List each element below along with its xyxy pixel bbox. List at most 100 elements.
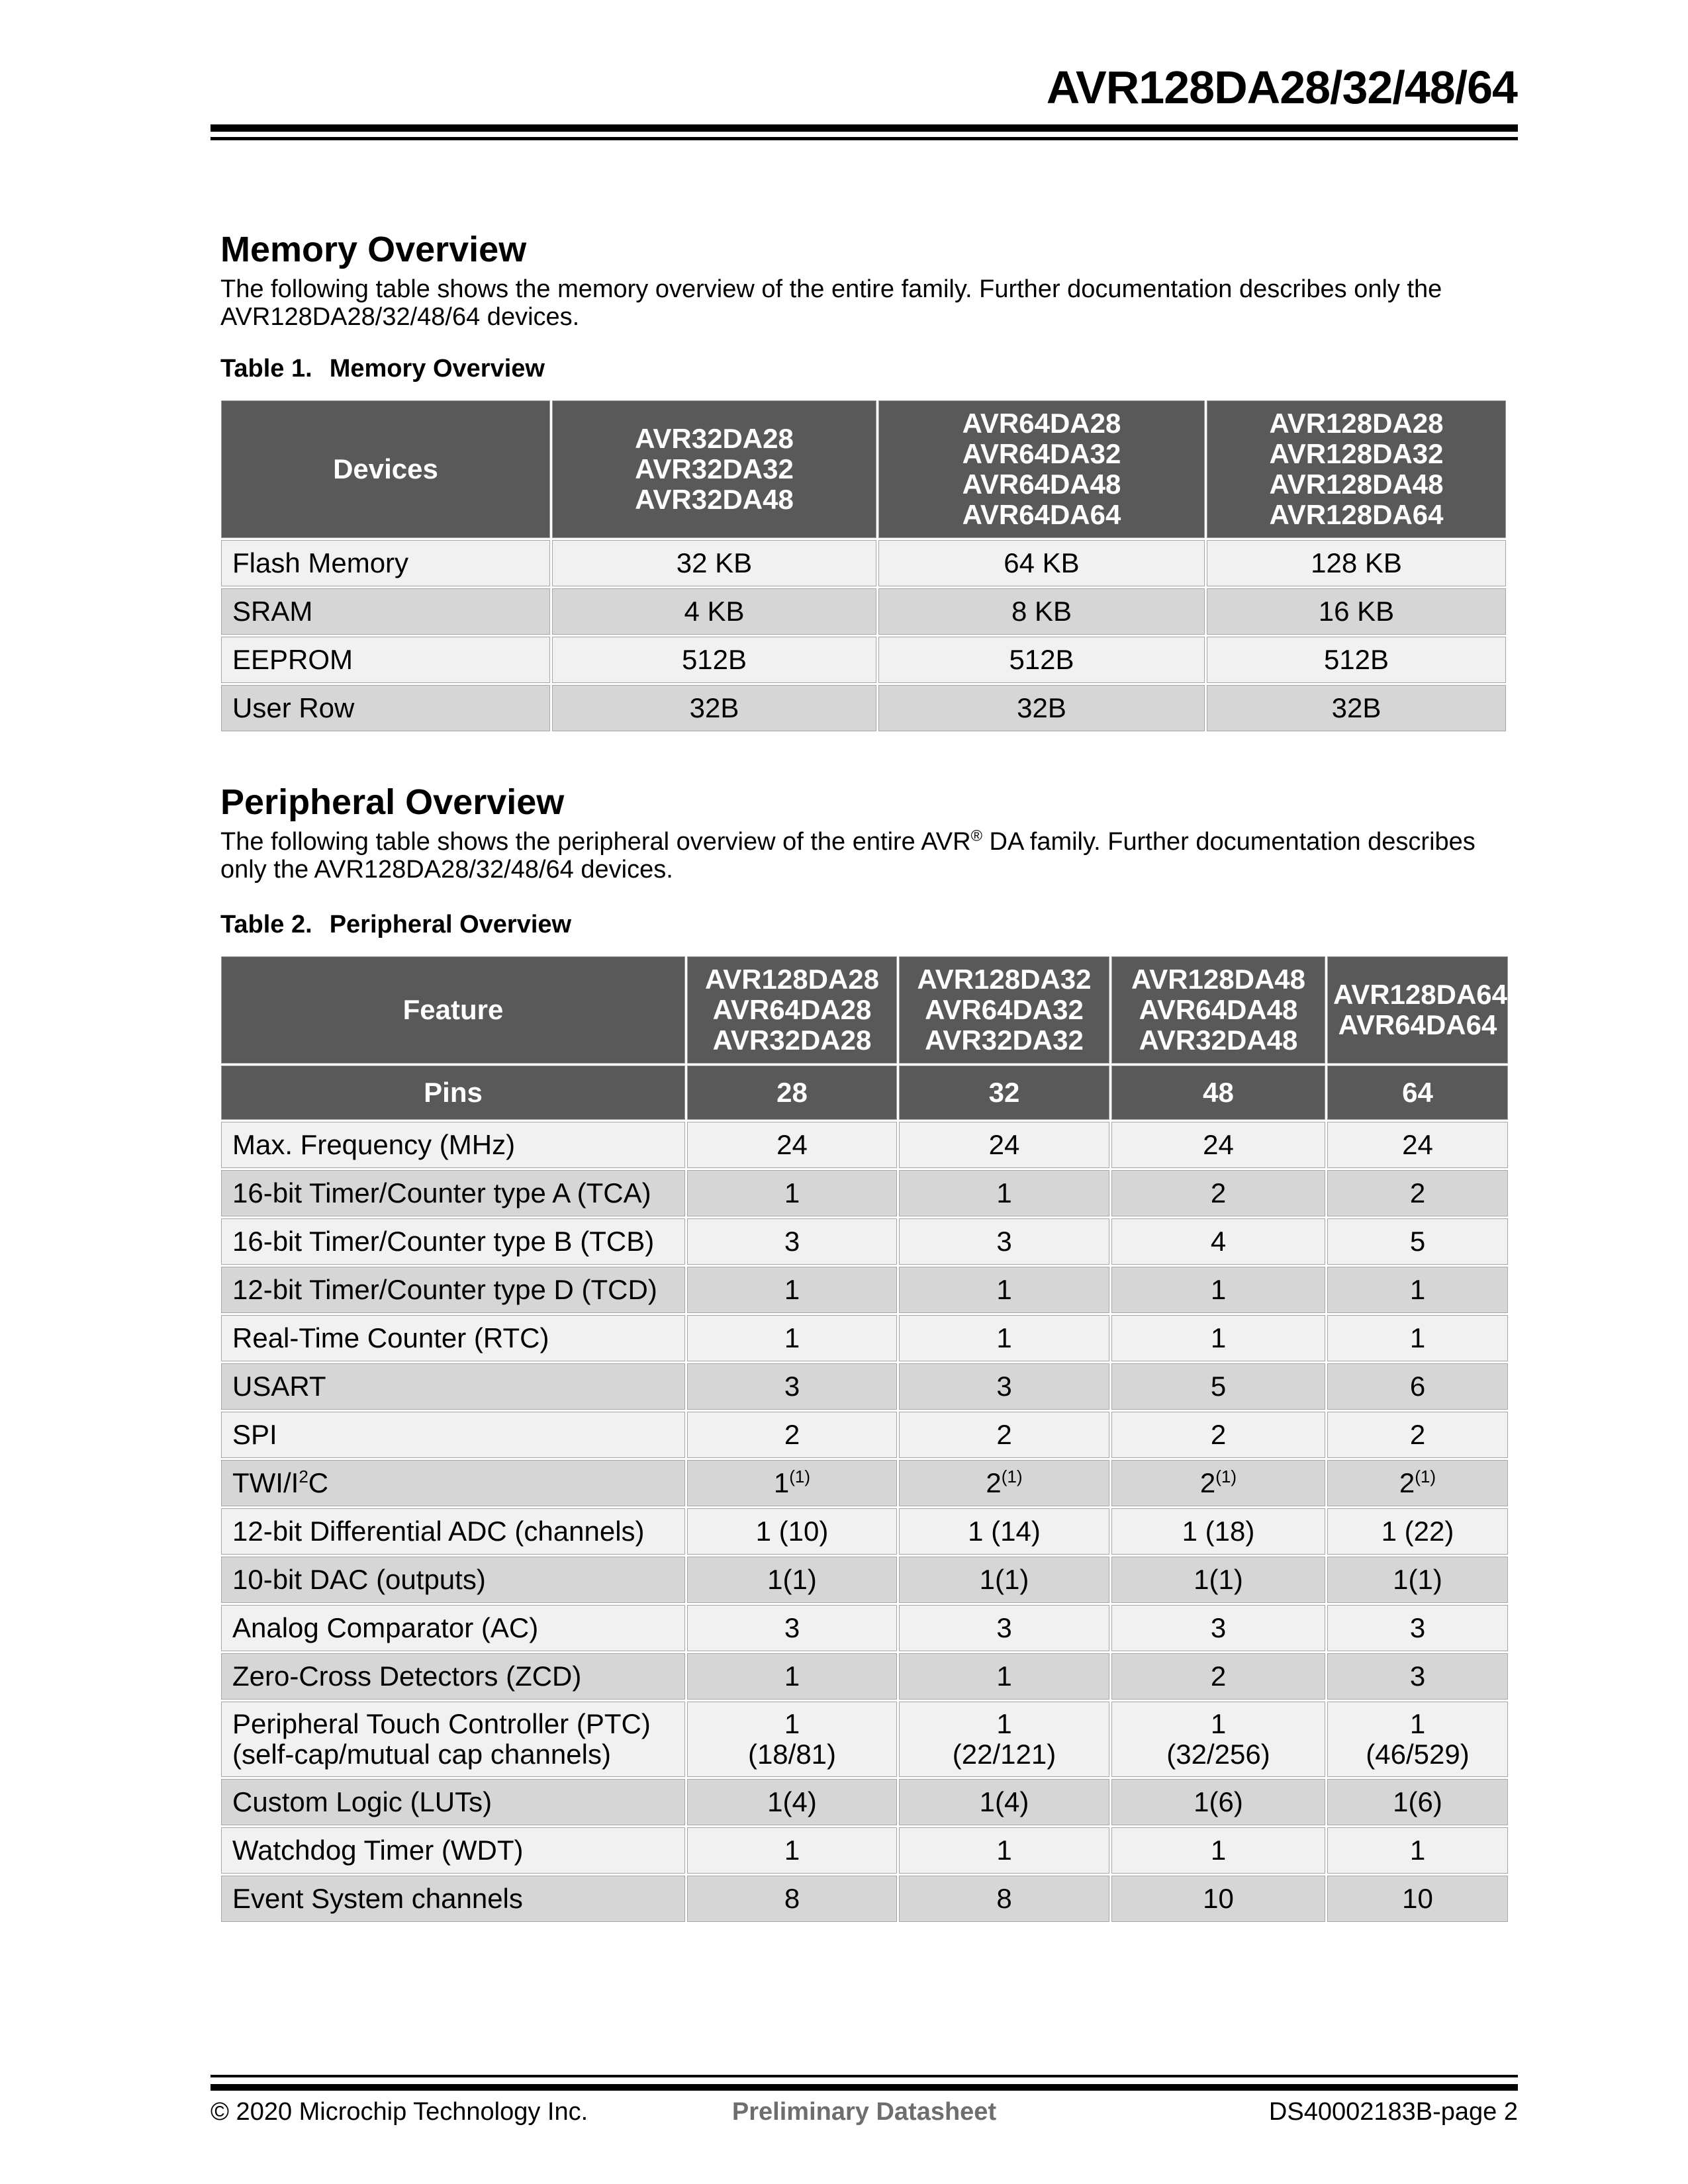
table-row: Event System channels 8 8 10 10 — [221, 1876, 1508, 1922]
value-cell: 2(1) — [1111, 1460, 1325, 1506]
value-cell: 64 KB — [878, 540, 1205, 586]
value-cell: 512B — [552, 637, 876, 683]
value-cell: 5 — [1327, 1218, 1508, 1265]
table1-caption: Table 1. Memory Overview — [220, 355, 545, 383]
value-cell: 4 KB — [552, 588, 876, 635]
column-header-cell: AVR128DA32 AVR64DA32 AVR32DA32 — [899, 956, 1109, 1064]
column-header-cell: Devices — [221, 400, 550, 538]
peripheral-overview-table: Feature AVR128DA28 AVR64DA28 AVR32DA28 AVR… — [219, 954, 1510, 1924]
footer-doc-number-page: DS40002183B-page 2 — [1268, 2098, 1518, 2126]
table-row: 12-bit Timer/Counter type D (TCD) 1 1 1 1 — [221, 1267, 1508, 1313]
value-cell: 2 — [1327, 1412, 1508, 1458]
value-cell: 1 — [1327, 1267, 1508, 1313]
row-label-cell: Watchdog Timer (WDT) — [221, 1827, 685, 1874]
value-cell: 6 — [1327, 1363, 1508, 1410]
subheader-cell: 64 — [1327, 1066, 1508, 1120]
value-cell: 32B — [1207, 685, 1506, 731]
value-cell: 1(4) — [687, 1779, 897, 1825]
value-cell: 1 — [899, 1267, 1109, 1313]
table-row: Zero-Cross Detectors (ZCD) 1 1 2 3 — [221, 1653, 1508, 1700]
value-cell: 1 — [1111, 1315, 1325, 1361]
value-cell: 512B — [878, 637, 1205, 683]
table1-caption-title: Memory Overview — [329, 355, 545, 383]
value-cell: 1 — [687, 1267, 897, 1313]
value-cell: 1(1) — [899, 1557, 1109, 1603]
section-heading-peripheral: Peripheral Overview — [220, 782, 565, 822]
value-cell: 1(1) — [1327, 1557, 1508, 1603]
value-cell: 2(1) — [899, 1460, 1109, 1506]
table-row: Watchdog Timer (WDT) 1 1 1 1 — [221, 1827, 1508, 1874]
table-row: Analog Comparator (AC) 3 3 3 3 — [221, 1605, 1508, 1651]
value-cell: 512B — [1207, 637, 1506, 683]
header-rule-thin — [211, 137, 1518, 140]
column-header-cell: Feature — [221, 956, 685, 1064]
value-cell: 3 — [1111, 1605, 1325, 1651]
value-cell: 1 — [899, 1827, 1109, 1874]
value-cell: 32 KB — [552, 540, 876, 586]
table1-caption-label: Table 1. — [220, 355, 312, 383]
row-label-cell: SRAM — [221, 588, 550, 635]
row-label-cell: Flash Memory — [221, 540, 550, 586]
subheader-cell: 48 — [1111, 1066, 1325, 1120]
table2-caption-label: Table 2. — [220, 911, 312, 938]
footer-rule-thin — [211, 2075, 1518, 2077]
value-cell: 1 — [899, 1315, 1109, 1361]
row-label-cell: User Row — [221, 685, 550, 731]
row-label-cell: Zero-Cross Detectors (ZCD) — [221, 1653, 685, 1700]
value-cell: 3 — [687, 1363, 897, 1410]
value-cell: 1 — [1327, 1827, 1508, 1874]
header-rule-thick — [211, 124, 1518, 132]
value-cell: 3 — [1327, 1653, 1508, 1700]
value-cell: 2 — [687, 1412, 897, 1458]
value-cell: 1 — [687, 1653, 897, 1700]
doc-title: AVR128DA28/32/48/64 — [1046, 62, 1518, 113]
table2-caption-title: Peripheral Overview — [329, 911, 572, 938]
value-cell: 1 — [1111, 1827, 1325, 1874]
value-cell: 2(1) — [1327, 1460, 1508, 1506]
value-cell: 5 — [1111, 1363, 1325, 1410]
table-row: USART 3 3 5 6 — [221, 1363, 1508, 1410]
value-cell: 32B — [552, 685, 876, 731]
row-label-cell: Peripheral Touch Controller (PTC) (self-… — [221, 1702, 685, 1777]
row-label-cell: 12-bit Timer/Counter type D (TCD) — [221, 1267, 685, 1313]
row-label-cell: 16-bit Timer/Counter type B (TCB) — [221, 1218, 685, 1265]
table-row: Custom Logic (LUTs) 1(4) 1(4) 1(6) 1(6) — [221, 1779, 1508, 1825]
value-cell: 1 (32/256) — [1111, 1702, 1325, 1777]
subheader-cell: 32 — [899, 1066, 1109, 1120]
row-label-cell: TWI/I2C — [221, 1460, 685, 1506]
value-cell: 10 — [1111, 1876, 1325, 1922]
value-cell: 3 — [899, 1218, 1109, 1265]
value-cell: 8 — [899, 1876, 1109, 1922]
column-header-cell: AVR64DA28 AVR64DA32 AVR64DA48 AVR64DA64 — [878, 400, 1205, 538]
value-cell: 2 — [1111, 1412, 1325, 1458]
peripheral-paragraph: The following table shows the peripheral… — [220, 827, 1476, 884]
value-cell: 24 — [1327, 1122, 1508, 1168]
value-cell: 1 (10) — [687, 1508, 897, 1555]
row-label-cell: Analog Comparator (AC) — [221, 1605, 685, 1651]
section-heading-memory: Memory Overview — [220, 230, 527, 269]
value-cell: 1 (18/81) — [687, 1702, 897, 1777]
row-label-cell: SPI — [221, 1412, 685, 1458]
value-cell: 1 — [687, 1315, 897, 1361]
table-row: Max. Frequency (MHz) 24 24 24 24 — [221, 1122, 1508, 1168]
table-row: 10-bit DAC (outputs) 1(1) 1(1) 1(1) 1(1) — [221, 1557, 1508, 1603]
value-cell: 3 — [1327, 1605, 1508, 1651]
row-label-cell: 10-bit DAC (outputs) — [221, 1557, 685, 1603]
value-cell: 1 — [687, 1170, 897, 1216]
value-cell: 2 — [1111, 1653, 1325, 1700]
value-cell: 1(1) — [1111, 1557, 1325, 1603]
column-header-cell: AVR128DA64 AVR64DA64 — [1327, 956, 1508, 1064]
value-cell: 3 — [899, 1363, 1109, 1410]
value-cell: 8 KB — [878, 588, 1205, 635]
value-cell: 128 KB — [1207, 540, 1506, 586]
pins-row: Pins 28 32 48 64 — [221, 1066, 1508, 1120]
value-cell: 10 — [1327, 1876, 1508, 1922]
value-cell: 1 (14) — [899, 1508, 1109, 1555]
table-row: 16-bit Timer/Counter type B (TCB) 3 3 4 5 — [221, 1218, 1508, 1265]
column-header-cell: AVR128DA28 AVR128DA32 AVR128DA48 AVR128D… — [1207, 400, 1506, 538]
value-cell: 24 — [687, 1122, 897, 1168]
table-row: TWI/I2C 1(1) 2(1) 2(1) 2(1) — [221, 1460, 1508, 1506]
footer-copyright: © 2020 Microchip Technology Inc. — [211, 2098, 588, 2126]
value-cell: 3 — [687, 1605, 897, 1651]
value-cell: 4 — [1111, 1218, 1325, 1265]
